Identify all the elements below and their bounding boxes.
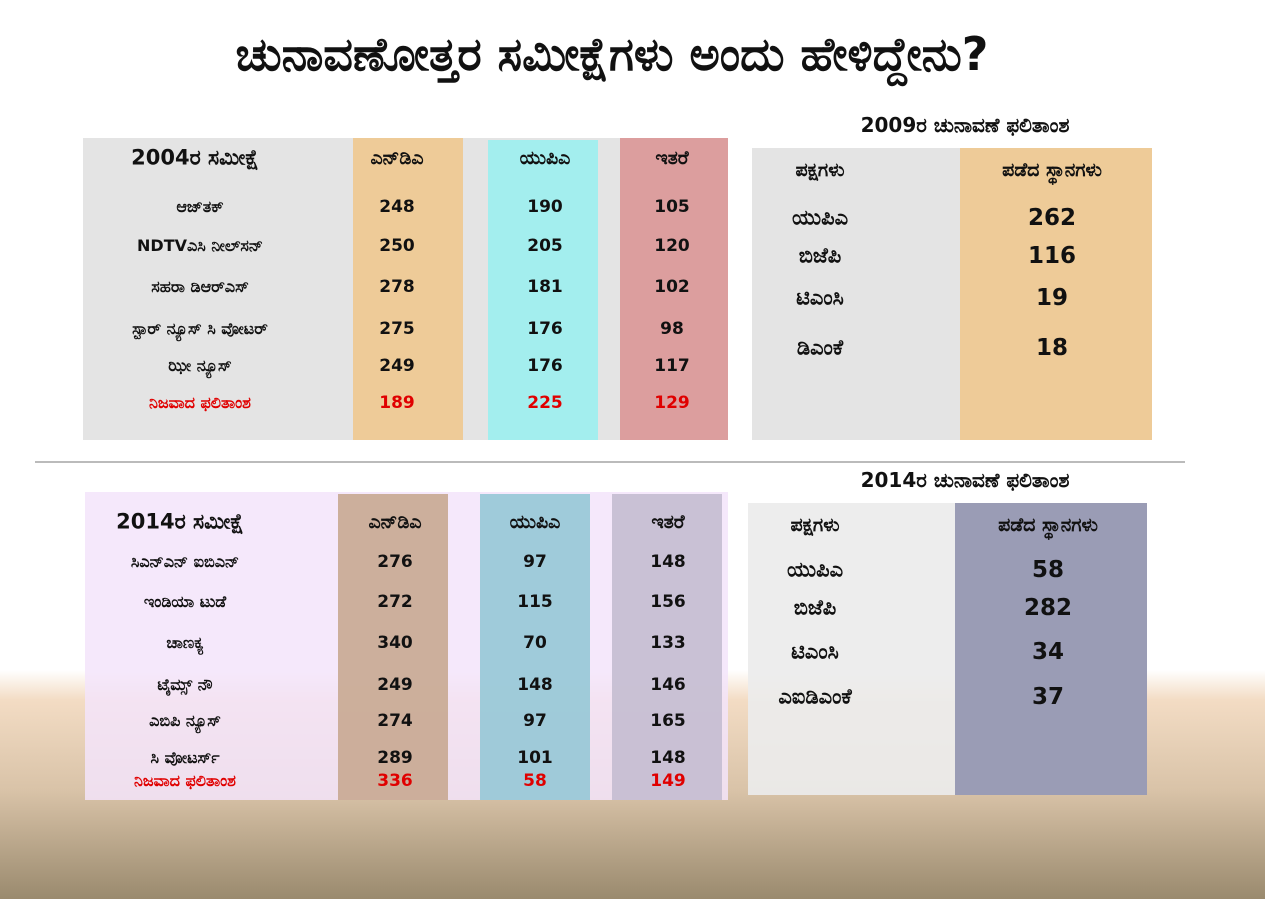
cell-value: 129 bbox=[654, 393, 690, 413]
cell-value: 70 bbox=[523, 633, 547, 653]
column-header: ಇತರೆ bbox=[651, 511, 685, 533]
divider bbox=[35, 461, 1185, 463]
row-label: ನಿಜವಾದ ಫಲಿತಾಂಶ bbox=[134, 771, 236, 790]
column-bg bbox=[620, 138, 728, 440]
column-bg bbox=[353, 138, 463, 440]
cell-value: 289 bbox=[377, 748, 413, 768]
column-header: ಎನ್‌ಡಿಎ bbox=[368, 511, 422, 533]
row-label: ಡಿಎಂಕೆ bbox=[796, 335, 844, 360]
cell-value: 340 bbox=[377, 633, 413, 653]
row-label: ಎಐಡಿಎಂಕೆ bbox=[778, 684, 852, 709]
cell-value: 101 bbox=[517, 748, 553, 768]
column-header: 2014ರ ಸಮೀಕ್ಷೆ bbox=[116, 509, 244, 534]
cell-value: 156 bbox=[650, 592, 686, 612]
row-label: ಯುಪಿಎ bbox=[786, 557, 844, 582]
cell-value: 98 bbox=[660, 319, 684, 339]
column-header: ಪಕ್ಷಗಳು bbox=[790, 514, 840, 536]
cell-value: 19 bbox=[1035, 285, 1069, 311]
cell-value: 272 bbox=[377, 592, 413, 612]
cell-value: 336 bbox=[377, 771, 413, 791]
cell-value: 176 bbox=[527, 319, 563, 339]
cell-value: 149 bbox=[650, 771, 686, 791]
row-label: ಆಜ್‌ತಕ್ bbox=[176, 197, 224, 216]
row-label: ಎಬಿಪಿ ನ್ಯೂಸ್ bbox=[149, 711, 221, 730]
column-header: ಯುಪಿಎ bbox=[519, 147, 571, 169]
cell-value: 18 bbox=[1035, 335, 1069, 361]
title: ಚುನಾವಣೋತ್ತರ ಸಮೀಕ್ಷೆಗಳು ಅಂದು ಹೇಳಿದ್ದೇನು? bbox=[235, 27, 989, 81]
cell-value: 37 bbox=[1031, 684, 1065, 710]
cell-value: 190 bbox=[527, 197, 563, 217]
cell-value: 115 bbox=[517, 592, 553, 612]
cell-value: 34 bbox=[1031, 639, 1065, 665]
row-label: ಯುಪಿಎ bbox=[791, 205, 849, 230]
row-label: ಚಾಣಕ್ಯ bbox=[166, 633, 204, 652]
column-header: 2004ರ ಸಮೀಕ್ಷೆ bbox=[131, 145, 259, 170]
cell-value: 105 bbox=[654, 197, 690, 217]
row-label: ನಿಜವಾದ ಫಲಿತಾಂಶ bbox=[149, 393, 251, 412]
cell-value: 225 bbox=[527, 393, 563, 413]
row-label: ಝೀ ನ್ಯೂಸ್ bbox=[168, 356, 232, 375]
cell-value: 205 bbox=[527, 236, 563, 256]
cell-value: 102 bbox=[654, 277, 690, 297]
row-label: ಸ್ಟಾರ್ ನ್ಯೂಸ್ ಸಿ ವೋಟರ್ bbox=[132, 319, 268, 338]
cell-value: 97 bbox=[523, 711, 547, 731]
row-label: NDTVಎಸಿ ನೀಲ್‌ಸನ್ bbox=[137, 236, 263, 255]
cell-value: 262 bbox=[1027, 205, 1077, 231]
column-bg bbox=[612, 494, 722, 800]
row-label: ಸಿ ವೋಟರ್ಸ್ bbox=[150, 748, 220, 767]
table-title: 2009ರ ಚುನಾವಣೆ ಫಲಿತಾಂಶ bbox=[860, 113, 1070, 137]
cell-value: 165 bbox=[650, 711, 686, 731]
cell-value: 97 bbox=[523, 552, 547, 572]
cell-value: 117 bbox=[654, 356, 690, 376]
cell-value: 181 bbox=[527, 277, 563, 297]
cell-value: 250 bbox=[379, 236, 415, 256]
column-bg bbox=[488, 140, 598, 440]
row-label: ಬಿಜೆಪಿ bbox=[793, 595, 837, 620]
cell-value: 116 bbox=[1027, 243, 1077, 269]
cell-value: 148 bbox=[650, 748, 686, 768]
row-label: ಬಿಜೆಪಿ bbox=[798, 243, 842, 268]
cell-value: 248 bbox=[379, 197, 415, 217]
column-header: ಪಡೆದ ಸ್ಥಾನಗಳು bbox=[1002, 159, 1102, 181]
column-bg bbox=[955, 503, 1147, 795]
column-header: ಪಕ್ಷಗಳು bbox=[795, 159, 845, 181]
cell-value: 58 bbox=[1031, 557, 1065, 583]
column-header: ಪಡೆದ ಸ್ಥಾನಗಳು bbox=[998, 514, 1098, 536]
column-header: ಎನ್‌ಡಿಎ bbox=[370, 147, 424, 169]
row-label: ಇಂಡಿಯಾ ಟುಡೆ bbox=[143, 592, 227, 611]
row-label: ಸಿಎನ್‌ಎನ್ ಐಬಿಎನ್ bbox=[130, 552, 240, 571]
column-bg bbox=[960, 148, 1152, 440]
cell-value: 189 bbox=[379, 393, 415, 413]
column-bg bbox=[480, 494, 590, 800]
column-header: ಇತರೆ bbox=[655, 147, 689, 169]
row-label: ಸಹರಾ ಡಿಆರ್‌ಎಸ್ bbox=[151, 277, 249, 296]
cell-value: 249 bbox=[379, 356, 415, 376]
cell-value: 276 bbox=[377, 552, 413, 572]
cell-value: 58 bbox=[523, 771, 547, 791]
cell-value: 146 bbox=[650, 675, 686, 695]
row-label: ಟಿಎಂಸಿ bbox=[791, 639, 839, 664]
column-header: ಯುಪಿಎ bbox=[509, 511, 561, 533]
cell-value: 133 bbox=[650, 633, 686, 653]
table-title: 2014ರ ಚುನಾವಣೆ ಫಲಿತಾಂಶ bbox=[860, 468, 1070, 492]
cell-value: 148 bbox=[517, 675, 553, 695]
cell-value: 176 bbox=[527, 356, 563, 376]
cell-value: 275 bbox=[379, 319, 415, 339]
cell-value: 148 bbox=[650, 552, 686, 572]
cell-value: 120 bbox=[654, 236, 690, 256]
cell-value: 274 bbox=[377, 711, 413, 731]
cell-value: 278 bbox=[379, 277, 415, 297]
row-label: ಟಿಎಂಸಿ bbox=[796, 285, 844, 310]
cell-value: 249 bbox=[377, 675, 413, 695]
cell-value: 282 bbox=[1023, 595, 1073, 621]
column-bg bbox=[338, 494, 448, 800]
row-label: ಟೈಮ್ಸ್ ನೌ bbox=[157, 675, 213, 694]
